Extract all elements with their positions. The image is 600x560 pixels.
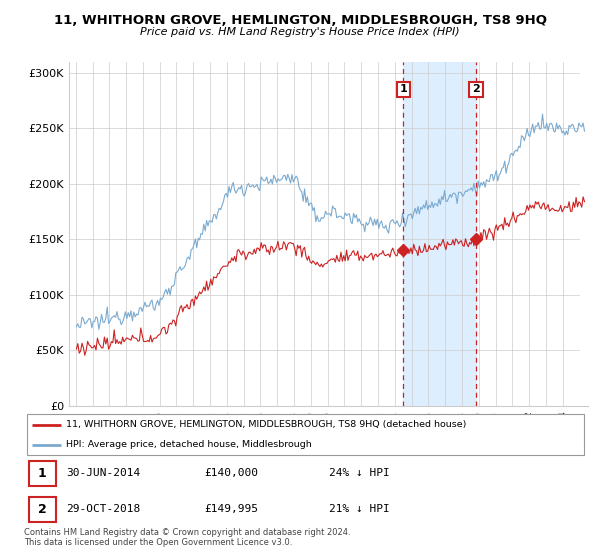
FancyBboxPatch shape (29, 461, 56, 486)
Text: 30-JUN-2014: 30-JUN-2014 (66, 468, 140, 478)
Text: 11, WHITHORN GROVE, HEMLINGTON, MIDDLESBROUGH, TS8 9HQ (detached house): 11, WHITHORN GROVE, HEMLINGTON, MIDDLESB… (66, 420, 467, 429)
Text: 21% ↓ HPI: 21% ↓ HPI (329, 505, 389, 515)
Text: HPI: Average price, detached house, Middlesbrough: HPI: Average price, detached house, Midd… (66, 440, 312, 449)
Text: 11, WHITHORN GROVE, HEMLINGTON, MIDDLESBROUGH, TS8 9HQ: 11, WHITHORN GROVE, HEMLINGTON, MIDDLESB… (53, 14, 547, 27)
FancyBboxPatch shape (29, 497, 56, 522)
Text: 1: 1 (38, 467, 46, 480)
Text: £149,995: £149,995 (205, 505, 259, 515)
Text: 2: 2 (472, 85, 480, 95)
Text: 24% ↓ HPI: 24% ↓ HPI (329, 468, 389, 478)
Text: Contains HM Land Registry data © Crown copyright and database right 2024.
This d: Contains HM Land Registry data © Crown c… (24, 528, 350, 547)
Text: £140,000: £140,000 (205, 468, 259, 478)
Text: 1: 1 (400, 85, 407, 95)
Text: 29-OCT-2018: 29-OCT-2018 (66, 505, 140, 515)
FancyBboxPatch shape (27, 414, 584, 455)
Bar (580, 62, 588, 406)
Text: 2: 2 (38, 503, 46, 516)
Bar (403, 62, 476, 406)
Text: Price paid vs. HM Land Registry's House Price Index (HPI): Price paid vs. HM Land Registry's House … (140, 27, 460, 37)
